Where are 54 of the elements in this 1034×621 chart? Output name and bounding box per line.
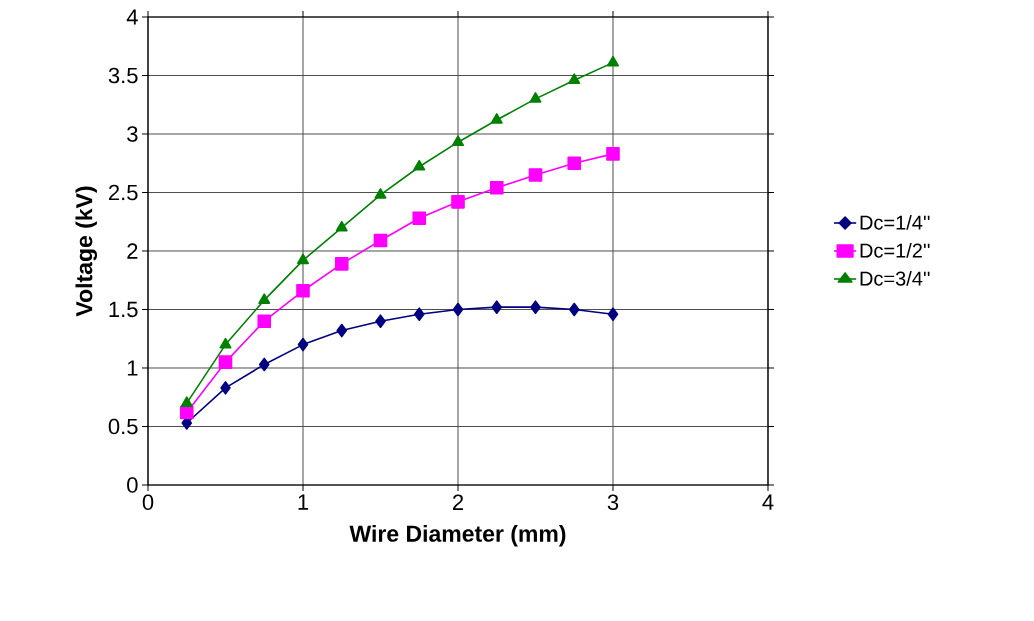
point	[567, 156, 582, 171]
y-tick-label: 2.5	[109, 184, 138, 201]
y-tick-label: 3	[127, 126, 138, 142]
point	[296, 283, 310, 298]
point	[489, 181, 504, 195]
point	[568, 302, 580, 317]
point	[335, 220, 348, 232]
y-axis-title: Voltage (kV)	[75, 186, 98, 317]
point	[374, 188, 387, 199]
x-tick-label: 1	[298, 494, 309, 510]
point	[258, 293, 271, 304]
y-tick-label: 0	[127, 477, 138, 493]
point	[220, 381, 231, 395]
point	[297, 253, 309, 265]
point	[451, 195, 465, 209]
legend-label: Dc=3/4''	[860, 270, 930, 286]
legend-label: Dc=1/4''	[860, 215, 930, 230]
y-tick-label: 2	[127, 243, 138, 259]
x-tick-label: 0	[142, 494, 154, 511]
point	[413, 307, 425, 321]
point	[334, 257, 349, 271]
x-tick-label: 4	[762, 494, 774, 510]
x-tick-label: 3	[607, 494, 619, 511]
point	[218, 355, 233, 369]
point	[413, 159, 426, 171]
y-tick-label: 0.5	[108, 418, 138, 435]
y-tick-label: 3.5	[108, 67, 138, 84]
point	[412, 211, 427, 226]
legend-label: Dc=1/2''	[860, 243, 930, 258]
point	[336, 323, 348, 338]
point	[180, 396, 193, 407]
point	[528, 168, 543, 182]
point	[373, 233, 388, 248]
point	[607, 307, 619, 321]
point	[297, 337, 309, 352]
point	[529, 92, 542, 103]
point	[530, 300, 541, 314]
y-tick-label: 4	[126, 9, 138, 25]
point	[258, 357, 270, 372]
point	[606, 147, 620, 161]
point	[452, 135, 464, 146]
point	[375, 314, 386, 328]
x-tick-label: 2	[453, 494, 464, 510]
point	[179, 405, 194, 420]
y-tick-label: 1	[127, 360, 138, 376]
point	[491, 300, 503, 314]
point	[568, 73, 581, 84]
point	[490, 113, 503, 124]
point	[607, 55, 619, 67]
point	[452, 302, 464, 317]
x-axis-title: Wire Diameter (mm)	[349, 524, 566, 547]
y-tick-label: 1.5	[109, 301, 138, 318]
point	[257, 314, 272, 328]
point	[219, 337, 232, 349]
